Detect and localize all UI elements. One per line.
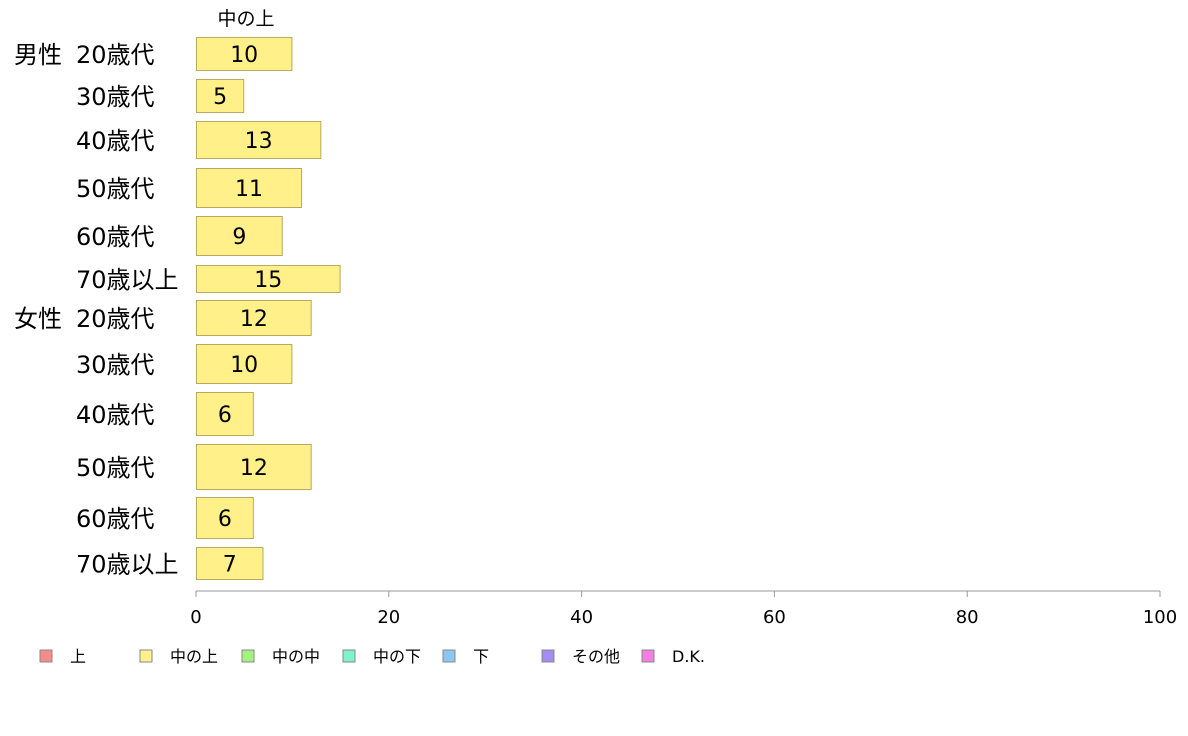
x-tick-label: 0 [190,607,201,628]
group-label: 男性 [14,41,62,69]
bar [196,444,312,490]
category-label: 70歳以上 [76,551,179,579]
legend-swatch [342,649,356,663]
legend-swatch [442,649,456,663]
x-axis: 0 20 40 60 80 100 [190,590,1177,628]
bar-value-label: 10 [230,353,258,378]
bar [196,216,283,256]
category-label: 30歳代 [76,83,155,111]
bar [196,168,303,208]
category-label: 20歳代 [76,41,155,69]
bar [196,37,293,71]
category-label: 50歳代 [76,175,155,203]
category-label: 20歳代 [76,305,155,333]
bar-value-label: 15 [254,268,282,293]
legend-swatch [139,649,153,663]
bar-value-label: 5 [213,85,227,110]
category-label: 30歳代 [76,351,155,379]
group-label: 女性 [14,305,62,333]
bar-value-label: 7 [223,553,237,578]
category-label: 40歳代 [76,127,155,155]
legend-label: 中の上 [170,647,218,666]
bar-value-label: 12 [240,456,268,481]
bar-value-label: 6 [218,403,232,428]
bar-value-label: 11 [235,177,263,202]
bar [196,79,245,113]
legend-label: その他 [572,647,620,666]
bar [196,344,293,384]
legend-label: 中の下 [373,647,421,666]
bar [196,265,341,293]
category-label: 60歳代 [76,223,155,251]
bar-value-label: 10 [230,43,258,68]
x-tick-label: 40 [570,607,593,628]
category-label: 70歳以上 [76,266,179,294]
x-tick-label: 100 [1143,607,1177,628]
bar [196,547,264,580]
bar-value-label: 6 [218,507,232,532]
legend: 上 中の上 中の中 中の下 下 その他 D.K. [39,647,705,666]
bar-value-label: 13 [245,129,273,154]
series-header: 中の上 [217,8,274,30]
legend-swatch [541,649,555,663]
category-labels: 中の上20歳代男性30歳代40歳代50歳代60歳代70歳以上20歳代女性30歳代… [14,8,275,579]
x-tick-label: 20 [377,607,400,628]
legend-swatch [241,649,255,663]
legend-label: 上 [70,647,86,666]
bar [196,392,254,436]
category-label: 50歳代 [76,454,155,482]
bar [196,300,312,336]
legend-label: 下 [473,647,489,666]
legend-label: D.K. [672,647,705,666]
legend-swatch [39,649,53,663]
legend-swatch [641,649,655,663]
category-label: 60歳代 [76,505,155,533]
x-tick-label: 60 [763,607,786,628]
legend-label: 中の中 [272,647,320,666]
bar [196,121,322,159]
bar-value-label: 9 [232,225,246,250]
bar-value-label: 12 [240,307,268,332]
category-label: 40歳代 [76,401,155,429]
bar [196,497,254,539]
x-tick-label: 80 [956,607,979,628]
